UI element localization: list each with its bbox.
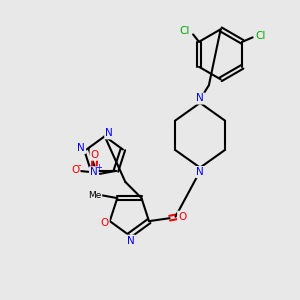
Text: O: O <box>91 150 99 160</box>
Text: Cl: Cl <box>180 26 190 37</box>
Text: Cl: Cl <box>256 31 266 41</box>
Text: O: O <box>71 165 80 175</box>
Text: O: O <box>178 212 186 222</box>
Text: -: - <box>77 160 81 171</box>
Text: N: N <box>90 167 98 177</box>
Text: +: + <box>95 163 102 172</box>
Text: N: N <box>105 128 113 138</box>
Text: N: N <box>127 236 135 246</box>
Text: Me: Me <box>88 191 101 200</box>
Text: N: N <box>196 167 204 177</box>
Text: N: N <box>196 94 204 103</box>
Text: N: N <box>77 143 85 153</box>
Text: O: O <box>100 218 109 228</box>
